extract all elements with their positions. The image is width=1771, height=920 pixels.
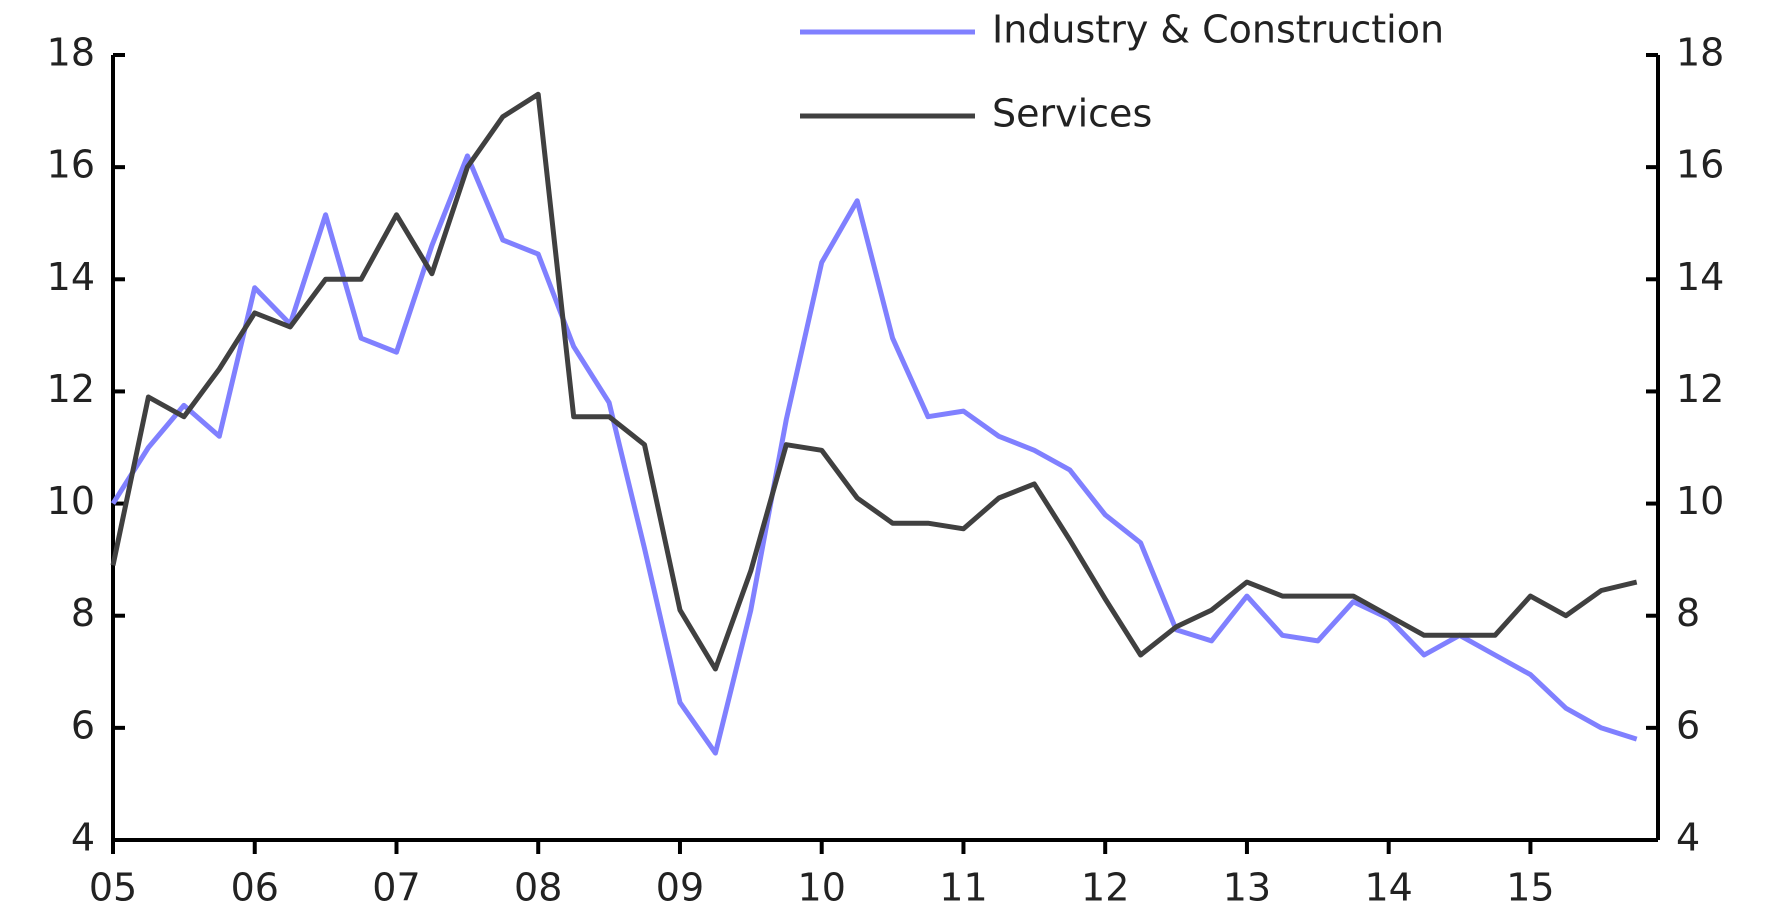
y2-tick-label: 16 (1676, 143, 1724, 187)
x-tick-label: 05 (89, 866, 137, 910)
x-tick-label: 13 (1223, 866, 1271, 910)
x-tick-label: 10 (798, 866, 846, 910)
legend-label: Services (992, 92, 1152, 136)
y-tick-label: 12 (47, 367, 95, 411)
x-tick-label: 09 (656, 866, 704, 910)
y-tick-label: 16 (47, 143, 95, 187)
y-tick-label: 14 (47, 255, 95, 299)
series-line (110, 153, 1638, 756)
y2-tick-label: 12 (1676, 367, 1724, 411)
x-tick-label: 06 (231, 866, 279, 910)
y-tick-label: 8 (71, 591, 95, 635)
y-tick-label: 6 (71, 703, 95, 747)
y-tick-label: 4 (71, 816, 95, 860)
y2-tick-label: 6 (1676, 703, 1700, 747)
y2-tick-label: 10 (1676, 479, 1724, 523)
x-tick-label: 12 (1081, 866, 1129, 910)
x-tick-label: 08 (514, 866, 562, 910)
series-line (110, 91, 1638, 672)
legend-label: Industry & Construction (992, 8, 1444, 52)
x-tick-label: 15 (1506, 866, 1554, 910)
x-tick-label: 07 (372, 866, 420, 910)
y-tick-label: 10 (47, 479, 95, 523)
y-tick-label: 18 (47, 31, 95, 75)
y2-tick-label: 14 (1676, 255, 1724, 299)
x-tick-label: 11 (939, 866, 987, 910)
x-tick-label: 14 (1365, 866, 1413, 910)
y2-tick-label: 18 (1676, 31, 1724, 75)
y2-tick-label: 4 (1676, 816, 1700, 860)
y2-tick-label: 8 (1676, 591, 1700, 635)
